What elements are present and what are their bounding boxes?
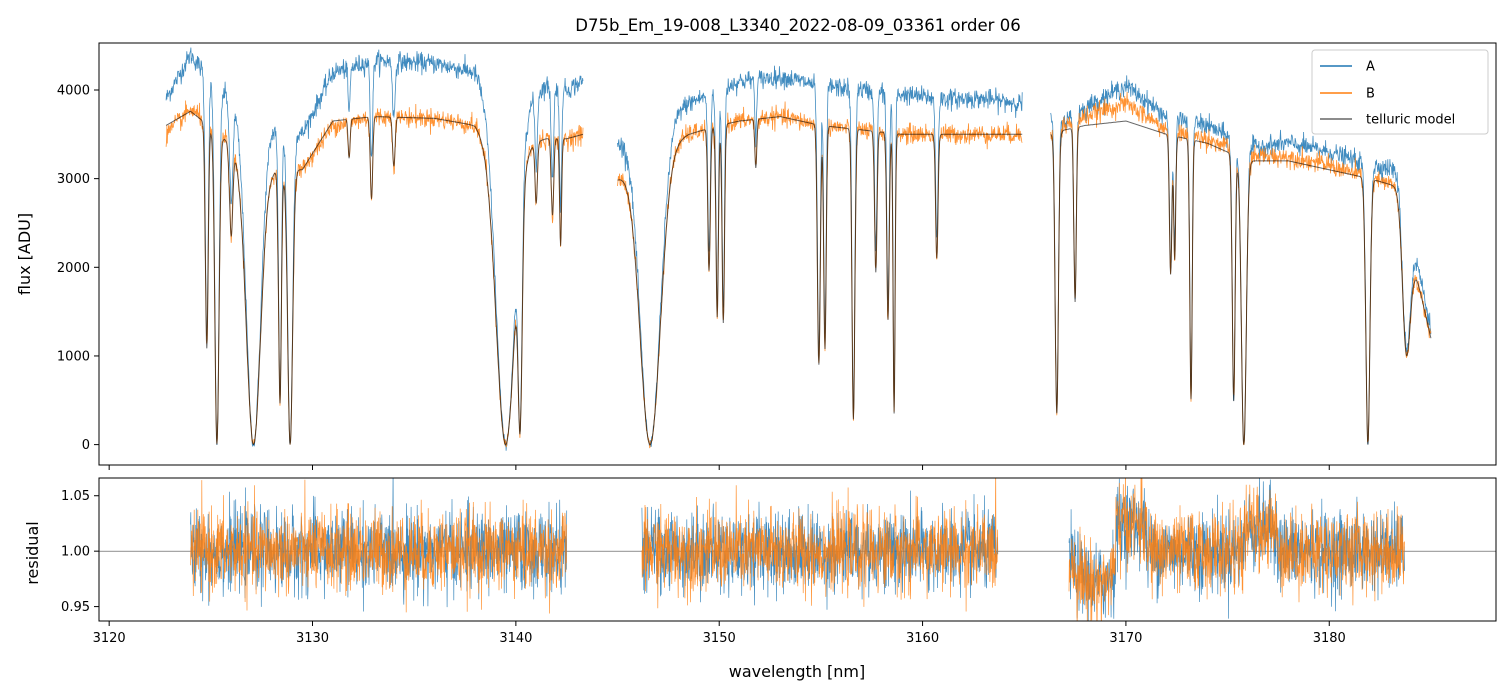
telluric-model-line-seg-0 bbox=[165, 110, 584, 446]
residual-xtick-label-1: 3130 bbox=[296, 631, 329, 646]
residual-ytick-label-0: 0.95 bbox=[61, 600, 90, 615]
residual-ticks: 0.95 1.00 1.05 3120 3130 3140 3150 3160 3170 3180 bbox=[61, 489, 1346, 646]
series-a-line-seg-0 bbox=[165, 47, 584, 451]
residual-ytick-label-2: 1.05 bbox=[61, 489, 90, 504]
residual-xtick-label-6: 3180 bbox=[1313, 631, 1346, 646]
residual-xtick-label-2: 3140 bbox=[499, 631, 532, 646]
flux-ytick-label-3: 3000 bbox=[57, 172, 90, 187]
flux-panel: 0 1000 2000 3000 4000 flux [ADU] A B telluri… bbox=[15, 42, 1497, 470]
residual-lines bbox=[99, 478, 1496, 621]
flux-ticks: 0 1000 2000 3000 4000 bbox=[57, 83, 1330, 470]
chart-title: D75b_Em_19-008_L3340_2022-08-09_03361 or… bbox=[575, 16, 1020, 36]
residual-ylabel: residual bbox=[23, 521, 42, 584]
residual-xtick-label-3: 3150 bbox=[703, 631, 736, 646]
residual-xlabel: wavelength [nm] bbox=[729, 662, 866, 681]
telluric-model-line-seg-1 bbox=[617, 116, 1023, 446]
flux-lines bbox=[165, 47, 1432, 451]
residual-b-line-seg-2 bbox=[1068, 478, 1405, 621]
residual-b-line-seg-0 bbox=[190, 479, 568, 614]
legend-label-a: A bbox=[1366, 60, 1375, 75]
residual-xtick-label-4: 3160 bbox=[906, 631, 939, 646]
residual-b-line-seg-1 bbox=[641, 478, 999, 612]
residual-panel: 0.95 1.00 1.05 3120 3130 3140 3150 3160 3170 3180… bbox=[23, 477, 1497, 681]
flux-ytick-label-4: 4000 bbox=[57, 83, 90, 98]
flux-ytick-label-2: 2000 bbox=[57, 261, 90, 276]
telluric-model-line-seg-2 bbox=[1050, 120, 1432, 445]
legend-box bbox=[1311, 49, 1489, 135]
flux-ytick-label-1: 1000 bbox=[57, 349, 90, 364]
residual-xtick-label-0: 3120 bbox=[93, 631, 126, 646]
legend: A B telluric model bbox=[1311, 49, 1489, 135]
residual-xtick-label-5: 3170 bbox=[1109, 631, 1142, 646]
residual-axes-frame bbox=[98, 477, 1497, 622]
flux-ytick-label-0: 0 bbox=[82, 438, 90, 453]
residual-ytick-label-1: 1.00 bbox=[61, 545, 90, 560]
flux-axes-frame bbox=[98, 42, 1497, 466]
flux-ylabel: flux [ADU] bbox=[15, 213, 34, 295]
legend-label-b: B bbox=[1366, 87, 1375, 102]
legend-label-model: telluric model bbox=[1366, 113, 1455, 128]
